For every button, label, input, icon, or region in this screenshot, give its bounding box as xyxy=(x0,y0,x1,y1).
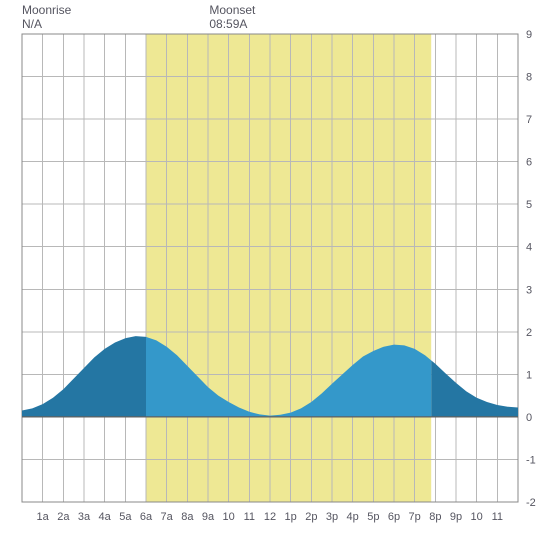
svg-text:2: 2 xyxy=(526,327,532,339)
svg-text:1a: 1a xyxy=(37,511,50,523)
header: Moonrise N/A Moonset 08:59A xyxy=(0,4,550,32)
svg-text:2p: 2p xyxy=(305,511,317,523)
svg-text:5p: 5p xyxy=(367,511,379,523)
svg-text:7p: 7p xyxy=(409,511,421,523)
svg-text:9p: 9p xyxy=(450,511,462,523)
svg-text:8: 8 xyxy=(526,72,532,84)
svg-text:6p: 6p xyxy=(388,511,400,523)
tide-area-night-pm xyxy=(431,360,518,417)
svg-text:4p: 4p xyxy=(347,511,359,523)
svg-text:6a: 6a xyxy=(140,511,153,523)
svg-text:10: 10 xyxy=(223,511,235,523)
moonrise-block: Moonrise N/A xyxy=(22,4,71,32)
svg-text:6: 6 xyxy=(526,157,532,169)
svg-text:11: 11 xyxy=(244,511,255,523)
svg-text:11: 11 xyxy=(492,511,503,523)
moonrise-value: N/A xyxy=(22,18,71,32)
svg-text:10: 10 xyxy=(471,511,483,523)
svg-text:1: 1 xyxy=(526,369,532,381)
x-axis: 1a 2a 3a 4a 5a 6a 7a 8a 9a 10 11 12 1p 2p 3p 4p 5p 6p 7p 8p… xyxy=(37,511,504,523)
svg-text:5a: 5a xyxy=(119,511,132,523)
svg-text:3p: 3p xyxy=(326,511,338,523)
grid xyxy=(22,34,518,502)
svg-text:0: 0 xyxy=(526,412,532,424)
svg-text:-1: -1 xyxy=(526,454,536,466)
tide-chart-container: Moonrise N/A Moonset 08:59A -2-101234567… xyxy=(0,0,550,550)
svg-text:4: 4 xyxy=(526,242,532,254)
svg-text:1p: 1p xyxy=(285,511,297,523)
daylight-band xyxy=(146,34,431,502)
svg-text:4a: 4a xyxy=(99,511,112,523)
svg-text:8p: 8p xyxy=(429,511,441,523)
svg-text:3: 3 xyxy=(526,284,532,296)
y-axis: -2-10123456789 xyxy=(526,29,536,509)
svg-text:3a: 3a xyxy=(78,511,91,523)
svg-text:2a: 2a xyxy=(57,511,70,523)
moonrise-label: Moonrise xyxy=(22,4,71,18)
svg-text:12: 12 xyxy=(264,511,276,523)
svg-text:9a: 9a xyxy=(202,511,215,523)
moonset-label: Moonset xyxy=(209,4,255,18)
svg-text:7: 7 xyxy=(526,114,532,126)
svg-text:-2: -2 xyxy=(526,497,536,509)
svg-text:5: 5 xyxy=(526,199,532,211)
svg-text:7a: 7a xyxy=(161,511,174,523)
moonset-block: Moonset 08:59A xyxy=(209,4,255,32)
moonset-value: 08:59A xyxy=(209,18,255,32)
tide-chart-svg: -2-101234567891a2a3a4a5a6a7a8a9a1011121p… xyxy=(0,0,550,550)
svg-text:8a: 8a xyxy=(181,511,194,523)
